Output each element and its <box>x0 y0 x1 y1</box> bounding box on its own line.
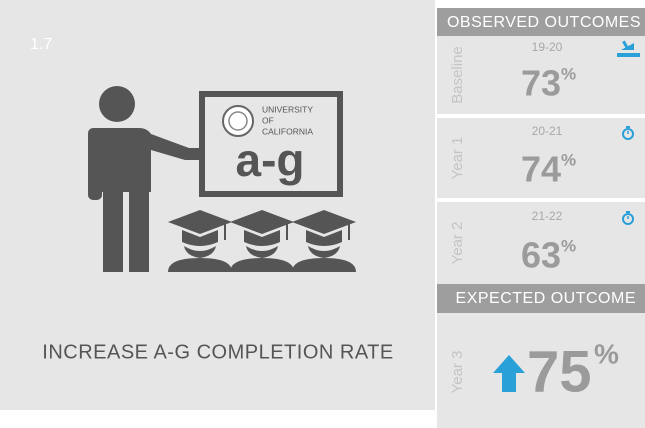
seal <box>222 105 254 137</box>
row-value: 74 <box>521 149 561 190</box>
timer-icon <box>622 126 634 140</box>
row-period: 19-20 <box>532 40 563 54</box>
left-panel <box>0 0 435 410</box>
row-period: 20-21 <box>532 124 563 138</box>
row-unit: % <box>561 150 576 169</box>
board-big: a-g <box>236 134 305 186</box>
goal-title: INCREASE A-G COMPLETION RATE <box>42 341 393 363</box>
seal-inner <box>228 111 248 131</box>
row-value: 63 <box>521 235 561 276</box>
row-period: 21-22 <box>532 209 563 223</box>
expected-heading: EXPECTED OUTCOME <box>456 290 636 307</box>
row-card <box>437 202 645 284</box>
row-card <box>437 118 645 198</box>
row-label: Year 1 <box>449 137 466 180</box>
row-unit: % <box>561 236 576 255</box>
expected-unit: % <box>594 338 619 369</box>
board-line2: OF <box>262 115 274 125</box>
board <box>199 91 343 197</box>
graduates-icon <box>168 210 356 272</box>
observed-header <box>437 8 645 36</box>
timer-icon <box>622 211 634 225</box>
row-label: Year 2 <box>449 222 466 265</box>
row-label: Baseline <box>449 46 466 104</box>
expected-value: 75 <box>527 339 592 404</box>
row-unit: % <box>561 64 576 83</box>
download-icon <box>617 40 640 57</box>
up-arrow <box>493 355 525 392</box>
observed-heading: OBSERVED OUTCOMES <box>447 14 641 31</box>
row-value: 73 <box>521 63 561 104</box>
expected-label: Year 3 <box>449 351 466 394</box>
row-card <box>437 36 645 114</box>
expected-header <box>437 284 645 313</box>
badge: 1.7 <box>30 36 52 53</box>
teacher-icon <box>88 86 199 272</box>
expected-card <box>437 313 645 428</box>
board-line1: UNIVERSITY <box>262 104 313 114</box>
board-line3: CALIFORNIA <box>262 126 313 136</box>
